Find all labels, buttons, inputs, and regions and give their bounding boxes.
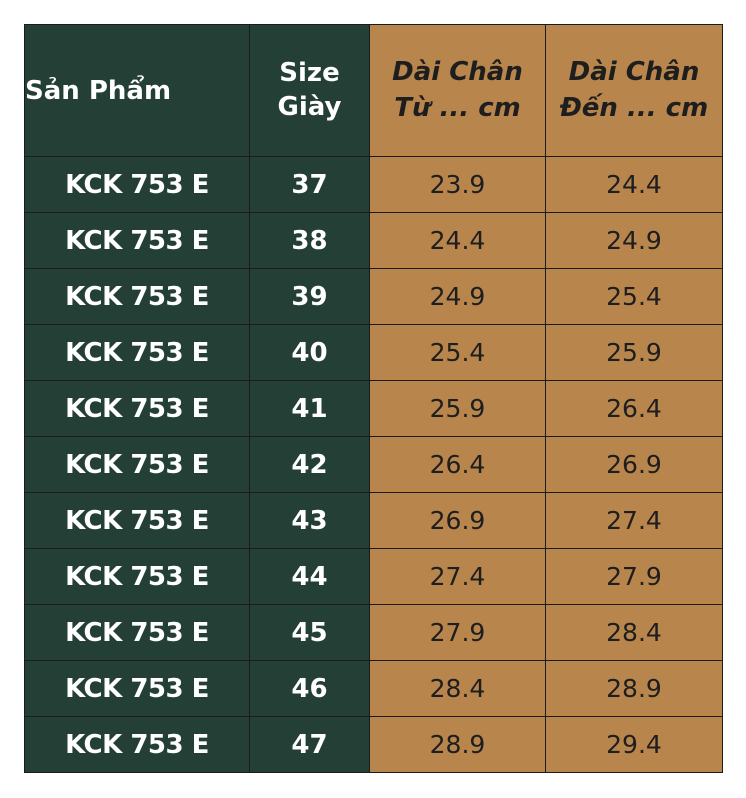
length-to-cell: 28.9 <box>545 660 723 717</box>
length-from-cell: 25.9 <box>369 380 546 437</box>
product-cell: KCK 753 E <box>24 548 250 605</box>
length-to-cell: 25.4 <box>545 268 723 325</box>
product-cell: KCK 753 E <box>24 436 250 493</box>
length-from-cell: 28.9 <box>369 716 546 773</box>
product-cell: KCK 753 E <box>24 324 250 381</box>
table-row: KCK 753 E 46 28.4 28.9 <box>24 660 723 717</box>
size-cell: 40 <box>249 324 370 381</box>
product-cell: KCK 753 E <box>24 660 250 717</box>
size-cell: 41 <box>249 380 370 437</box>
product-cell: KCK 753 E <box>24 492 250 549</box>
product-cell: KCK 753 E <box>24 156 250 213</box>
header-from-line1: Dài Chân <box>392 57 523 88</box>
size-cell: 42 <box>249 436 370 493</box>
product-cell: KCK 753 E <box>24 268 250 325</box>
table-row: KCK 753 E 47 28.9 29.4 <box>24 716 723 773</box>
length-to-cell: 24.4 <box>545 156 723 213</box>
header-from-line2: Từ ... cm <box>394 92 521 123</box>
length-from-cell: 23.9 <box>369 156 546 213</box>
table-row: KCK 753 E 41 25.9 26.4 <box>24 380 723 437</box>
size-cell: 47 <box>249 716 370 773</box>
size-cell: 43 <box>249 492 370 549</box>
table-row: KCK 753 E 40 25.4 25.9 <box>24 324 723 381</box>
length-to-cell: 28.4 <box>545 604 723 661</box>
table-row: KCK 753 E 37 23.9 24.4 <box>24 156 723 213</box>
length-to-cell: 27.9 <box>545 548 723 605</box>
header-foot-length-to: Dài Chân Đến ... cm <box>545 24 723 157</box>
length-to-cell: 26.9 <box>545 436 723 493</box>
length-to-cell: 25.9 <box>545 324 723 381</box>
header-to-line1: Dài Chân <box>568 57 700 88</box>
header-product: Sản Phẩm <box>24 24 250 157</box>
table-row: KCK 753 E 42 26.4 26.9 <box>24 436 723 493</box>
table-row: KCK 753 E 38 24.4 24.9 <box>24 212 723 269</box>
product-cell: KCK 753 E <box>24 212 250 269</box>
length-from-cell: 25.4 <box>369 324 546 381</box>
size-cell: 46 <box>249 660 370 717</box>
length-from-cell: 27.4 <box>369 548 546 605</box>
size-table-body: KCK 753 E 37 23.9 24.4 KCK 753 E 38 24.4… <box>24 156 723 773</box>
table-row: KCK 753 E 45 27.9 28.4 <box>24 604 723 661</box>
length-from-cell: 24.4 <box>369 212 546 269</box>
header-to-line2: Đến ... cm <box>559 92 709 123</box>
product-cell: KCK 753 E <box>24 604 250 661</box>
header-foot-length-from: Dài Chân Từ ... cm <box>369 24 546 157</box>
length-from-cell: 27.9 <box>369 604 546 661</box>
table-row: KCK 753 E 44 27.4 27.9 <box>24 548 723 605</box>
length-from-cell: 26.4 <box>369 436 546 493</box>
header-product-label: Sản Phẩm <box>25 75 172 106</box>
length-from-cell: 28.4 <box>369 660 546 717</box>
length-to-cell: 24.9 <box>545 212 723 269</box>
length-to-cell: 27.4 <box>545 492 723 549</box>
table-row: KCK 753 E 39 24.9 25.4 <box>24 268 723 325</box>
header-row: Sản Phẩm Size Giày Dài Chân Từ ... cm Dà… <box>24 24 723 157</box>
product-cell: KCK 753 E <box>24 380 250 437</box>
size-cell: 38 <box>249 212 370 269</box>
length-from-cell: 26.9 <box>369 492 546 549</box>
length-from-cell: 24.9 <box>369 268 546 325</box>
size-cell: 44 <box>249 548 370 605</box>
size-cell: 37 <box>249 156 370 213</box>
header-size-line1: Size <box>279 57 340 88</box>
size-cell: 39 <box>249 268 370 325</box>
table-row: KCK 753 E 43 26.9 27.4 <box>24 492 723 549</box>
header-shoe-size: Size Giày <box>249 24 370 157</box>
header-size-line2: Giày <box>277 91 342 122</box>
length-to-cell: 29.4 <box>545 716 723 773</box>
size-cell: 45 <box>249 604 370 661</box>
size-chart-table: Sản Phẩm Size Giày Dài Chân Từ ... cm Dà… <box>24 24 723 773</box>
product-cell: KCK 753 E <box>24 716 250 773</box>
length-to-cell: 26.4 <box>545 380 723 437</box>
